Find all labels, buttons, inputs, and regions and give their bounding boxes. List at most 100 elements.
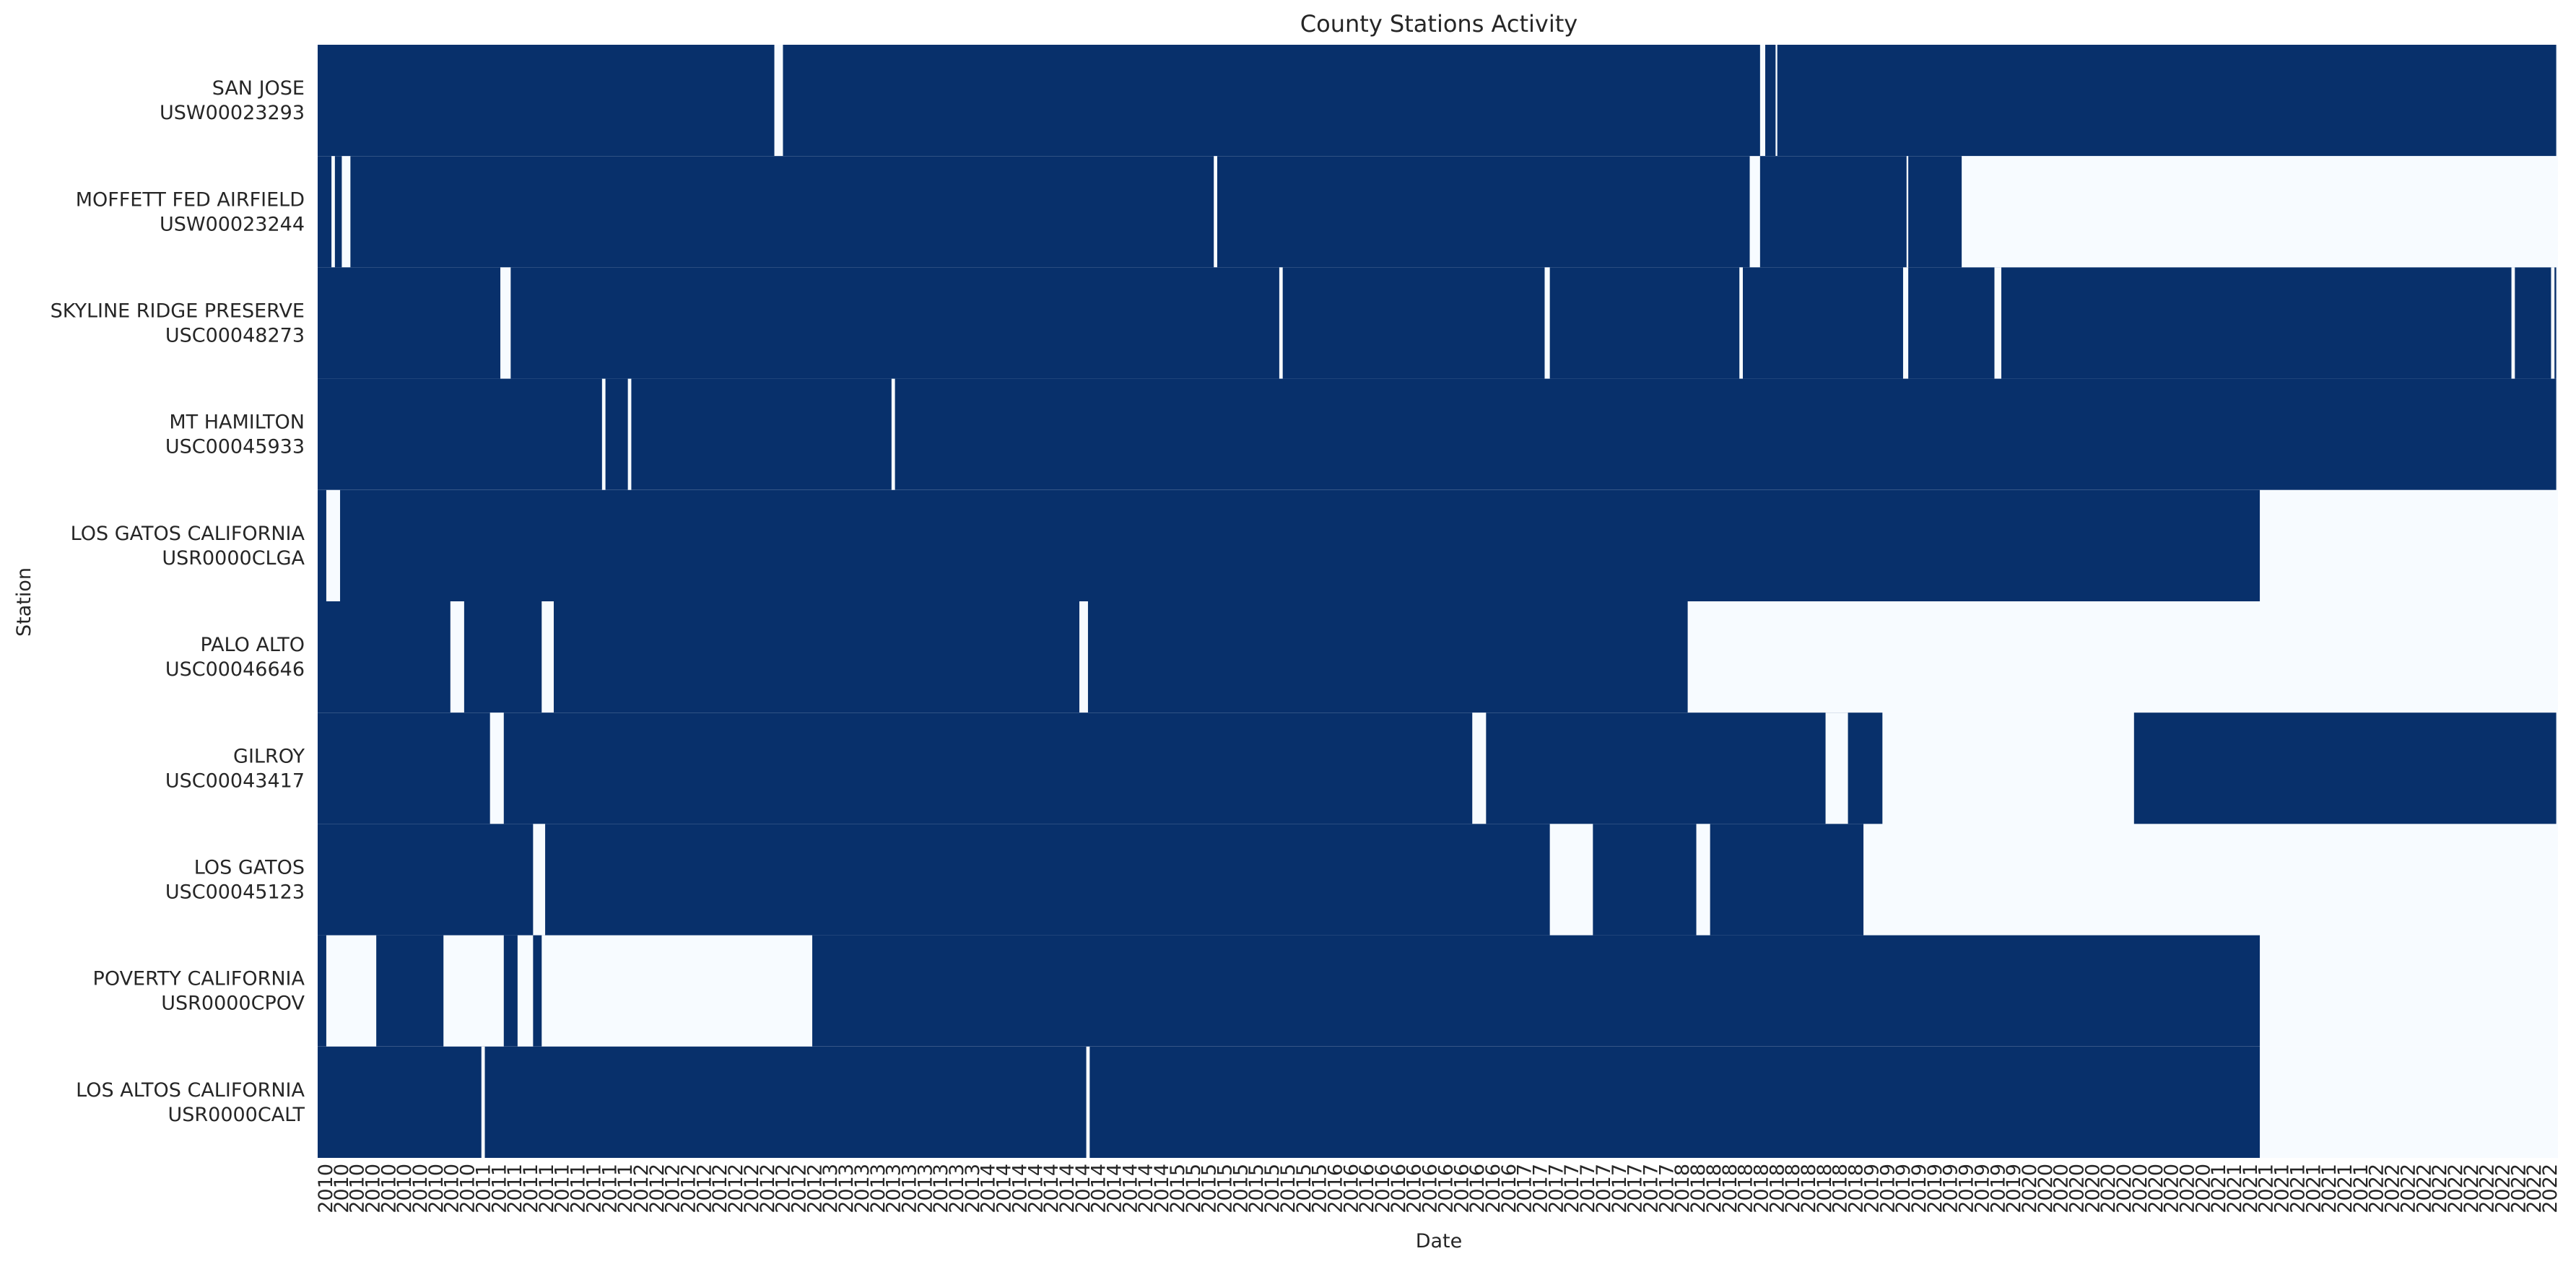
station-name-label: LOS GATOS xyxy=(194,857,305,879)
x-tick-label: 2019 xyxy=(2003,1164,2025,1213)
x-tick-label: 2020 xyxy=(2145,1164,2167,1213)
x-tick-label: 2015 xyxy=(1245,1164,1268,1213)
gap-cell xyxy=(489,712,504,824)
x-tick-label: 2022 xyxy=(2460,1164,2483,1213)
x-tick-label: 2013 xyxy=(883,1164,905,1213)
x-tick-label: 2020 xyxy=(2129,1164,2151,1213)
gap-cell xyxy=(1825,712,1848,824)
x-tick-label: 2018 xyxy=(1703,1164,1726,1213)
gap-cell xyxy=(326,935,377,1047)
gap-cell xyxy=(1902,267,1909,379)
gap-cell xyxy=(517,935,534,1047)
active-period-cell xyxy=(2133,712,2557,824)
x-tick-label: 2021 xyxy=(2318,1164,2341,1213)
gap-cell xyxy=(1279,267,1283,379)
station-row xyxy=(318,378,2558,490)
x-tick-label: 2012 xyxy=(693,1164,715,1213)
station-row xyxy=(318,824,2558,936)
x-tick-label: 2016 xyxy=(1482,1164,1505,1213)
active-period-cell xyxy=(318,378,2557,490)
x-tick-label: 2010 xyxy=(362,1164,384,1213)
x-tick-labels: 2010201020102010201020102010201020102010… xyxy=(315,1164,2562,1213)
x-tick-label: 2020 xyxy=(2176,1164,2198,1213)
x-tick-label: 2014 xyxy=(1151,1164,1173,1213)
x-tick-label: 2018 xyxy=(1719,1164,1741,1213)
station-id-label: USC00045933 xyxy=(165,436,305,458)
x-tick-label: 2019 xyxy=(1987,1164,2009,1213)
gap-cell xyxy=(326,489,341,601)
x-tick-label: 2015 xyxy=(1309,1164,1331,1213)
x-tick-label: 2011 xyxy=(599,1164,621,1213)
gap-cell xyxy=(1079,601,1088,713)
x-tick-label: 2021 xyxy=(2271,1164,2294,1213)
x-tick-label: 2022 xyxy=(2523,1164,2546,1213)
x-tick-label: 2016 xyxy=(1498,1164,1520,1213)
x-tick-label: 2014 xyxy=(1072,1164,1095,1213)
x-tick-label: 2011 xyxy=(567,1164,590,1213)
x-tick-label: 2021 xyxy=(2224,1164,2246,1213)
x-tick-label: 2016 xyxy=(1450,1164,1473,1213)
gap-cell xyxy=(1544,267,1550,379)
gap-cell xyxy=(1749,156,1760,268)
x-tick-label: 2016 xyxy=(1466,1164,1489,1213)
x-tick-label: 2021 xyxy=(2208,1164,2230,1213)
x-tick-label: 2014 xyxy=(1119,1164,1141,1213)
gap-cell xyxy=(1472,712,1487,824)
station-name-label: SAN JOSE xyxy=(212,77,305,100)
x-tick-label: 2020 xyxy=(2035,1164,2057,1213)
x-tick-label: 2010 xyxy=(425,1164,448,1213)
x-tick-label: 2022 xyxy=(2429,1164,2451,1213)
x-tick-label: 2022 xyxy=(2507,1164,2530,1213)
active-period-cell xyxy=(318,1046,2260,1158)
x-tick-label: 2012 xyxy=(773,1164,795,1213)
station-name-label: GILROY xyxy=(233,745,305,767)
station-row xyxy=(318,935,2558,1047)
x-tick-label: 2013 xyxy=(962,1164,984,1213)
station-name-label: LOS ALTOS CALIFORNIA xyxy=(76,1079,305,1102)
x-tick-label: 2012 xyxy=(678,1164,700,1213)
x-tick-label: 2017 xyxy=(1640,1164,1663,1213)
gap-cell xyxy=(500,267,511,379)
x-tick-label: 2013 xyxy=(914,1164,936,1213)
gap-cell xyxy=(533,824,546,936)
x-tick-label: 2012 xyxy=(741,1164,763,1213)
x-tick-label: 2022 xyxy=(2382,1164,2404,1213)
x-tick-label: 2010 xyxy=(331,1164,353,1213)
x-tick-label: 2011 xyxy=(504,1164,526,1213)
x-tick-label: 2015 xyxy=(1167,1164,1189,1213)
x-tick-label: 2012 xyxy=(630,1164,653,1213)
gap-cell xyxy=(341,156,351,268)
x-tick-label: 2013 xyxy=(835,1164,858,1213)
station-id-label: USC00046646 xyxy=(165,658,305,681)
x-tick-label: 2010 xyxy=(347,1164,369,1213)
x-tick-label: 2015 xyxy=(1230,1164,1252,1213)
x-tick-label: 2016 xyxy=(1419,1164,1442,1213)
gap-cell xyxy=(1906,156,1909,268)
x-tick-label: 2011 xyxy=(472,1164,495,1213)
x-tick-label: 2019 xyxy=(1908,1164,1931,1213)
x-tick-label: 2020 xyxy=(2113,1164,2136,1213)
x-tick-label: 2021 xyxy=(2240,1164,2262,1213)
x-tick-label: 2017 xyxy=(1514,1164,1536,1213)
x-tick-label: 2013 xyxy=(930,1164,952,1213)
x-tick-label: 2010 xyxy=(409,1164,432,1213)
x-tick-label: 2021 xyxy=(2286,1164,2309,1213)
station-row xyxy=(318,712,2558,824)
x-tick-label: 2016 xyxy=(1356,1164,1378,1213)
x-tick-label: 2017 xyxy=(1561,1164,1583,1213)
x-tick-label: 2012 xyxy=(757,1164,779,1213)
x-tick-label: 2019 xyxy=(1971,1164,1993,1213)
station-id-label: USC00048273 xyxy=(165,325,305,347)
x-tick-label: 2014 xyxy=(993,1164,1016,1213)
station-id-label: USR0000CALT xyxy=(167,1104,305,1126)
x-tick-label: 2018 xyxy=(1766,1164,1788,1213)
gap-cell xyxy=(627,378,632,490)
x-tick-label: 2018 xyxy=(1671,1164,1694,1213)
x-tick-label: 2014 xyxy=(1056,1164,1079,1213)
x-tick-label: 2018 xyxy=(1735,1164,1757,1213)
active-period-cell xyxy=(318,267,2557,379)
gap-cell xyxy=(1214,156,1217,268)
x-tick-label: 2019 xyxy=(1940,1164,1962,1213)
x-tick-label: 2021 xyxy=(2334,1164,2357,1213)
